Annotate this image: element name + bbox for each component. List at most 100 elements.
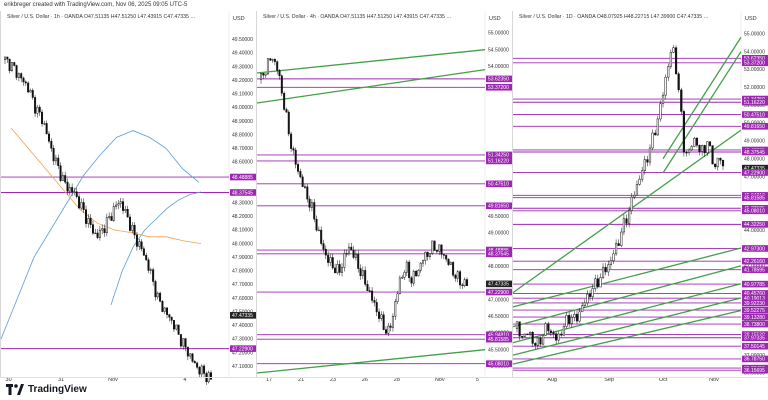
level-price-tag[interactable] xyxy=(742,313,768,321)
level-price-tag[interactable] xyxy=(486,360,512,367)
candle-body xyxy=(163,307,166,312)
level-price-tag[interactable] xyxy=(742,221,768,228)
trend-line[interactable] xyxy=(512,265,742,328)
price-tag-label: 48.37545 xyxy=(232,190,253,196)
candle-body xyxy=(544,323,547,336)
level-price-tag[interactable] xyxy=(742,111,768,118)
level-price-tag[interactable] xyxy=(486,83,512,91)
time-axis-label: 21 xyxy=(298,377,305,383)
price-tick-label: 55.00000 xyxy=(488,31,509,37)
level-price-tag[interactable] xyxy=(742,334,768,342)
price-chart[interactable]: 55.00000 54.50000 54.00000 49.50000 49.00000… xyxy=(256,11,513,377)
level-price-tag[interactable] xyxy=(486,157,512,165)
price-tick-label: 45.50000 xyxy=(488,347,509,353)
trend-line[interactable] xyxy=(512,283,742,344)
level-price-tag[interactable] xyxy=(742,355,768,363)
candle-body xyxy=(651,132,654,149)
level-price-tag[interactable] xyxy=(230,345,256,352)
level-price-tag[interactable] xyxy=(486,246,512,254)
chart-panel-1h[interactable]: Silver / U.S. Dollar · 1h · OANDA O47.51… xyxy=(0,11,257,385)
trend-line[interactable] xyxy=(512,309,742,365)
tradingview-logo[interactable]: TradingView xyxy=(6,384,87,395)
candle-body xyxy=(66,181,69,192)
candle-body xyxy=(612,253,615,261)
level-price-tag[interactable] xyxy=(486,250,512,258)
trend-line[interactable] xyxy=(256,49,486,74)
level-price-tag[interactable] xyxy=(742,245,768,252)
level-price-tag[interactable] xyxy=(486,331,512,339)
level-price-tag[interactable] xyxy=(742,290,768,297)
candle-body xyxy=(98,229,101,238)
price-tick-label: 47.60000 xyxy=(232,296,253,302)
candle-body xyxy=(677,73,680,91)
level-price-tag[interactable] xyxy=(742,266,768,273)
candle-body xyxy=(656,118,659,136)
candle-body xyxy=(442,254,445,256)
level-price-tag[interactable] xyxy=(742,122,768,130)
level-price-tag[interactable] xyxy=(742,194,768,202)
level-price-tag[interactable] xyxy=(230,173,256,181)
candle-body xyxy=(680,89,683,112)
candle-body xyxy=(119,201,122,204)
trend-line[interactable] xyxy=(662,36,742,160)
trend-line[interactable] xyxy=(662,51,742,174)
candle-body xyxy=(391,316,394,328)
level-price-tag[interactable] xyxy=(742,148,768,156)
level-price-tag[interactable] xyxy=(486,75,512,83)
candle-body xyxy=(117,203,120,206)
candle-body xyxy=(61,175,64,181)
candle-body xyxy=(177,324,180,335)
trend-line[interactable] xyxy=(512,247,742,308)
candle-body xyxy=(175,324,178,330)
candle-body xyxy=(260,73,262,80)
level-price-tag[interactable] xyxy=(486,202,512,210)
price-tick-label: 48.80000 xyxy=(232,132,253,138)
candle-body xyxy=(549,330,552,333)
current-price-tag[interactable] xyxy=(742,164,768,172)
level-price-tag[interactable] xyxy=(742,342,768,350)
candle-body xyxy=(667,66,670,78)
level-price-tag[interactable] xyxy=(742,169,768,176)
candle-body xyxy=(706,141,709,154)
level-price-tag[interactable] xyxy=(742,299,768,307)
price-chart[interactable]: 55.00000 54.00000 53.00000 52.00000 51.00000… xyxy=(512,11,768,377)
price-chart[interactable]: 49.50000 49.40000 49.30000 49.20000 49.10000… xyxy=(0,11,257,385)
trend-line[interactable] xyxy=(512,297,742,356)
level-price-tag[interactable] xyxy=(742,366,768,374)
level-price-tag[interactable] xyxy=(742,59,768,67)
level-price-tag[interactable] xyxy=(486,151,512,159)
trend-line[interactable] xyxy=(256,69,486,104)
price-tag-label: 40.19013 xyxy=(744,296,765,302)
candle-body xyxy=(459,271,462,286)
trend-line[interactable] xyxy=(512,129,742,294)
candle-body xyxy=(521,335,524,338)
current-price-tag[interactable] xyxy=(486,280,512,288)
level-price-tag[interactable] xyxy=(742,294,768,302)
chart-panel-1d[interactable]: Silver / U.S. Dollar · 1D · OANDA O48.07… xyxy=(512,11,768,383)
level-price-tag[interactable] xyxy=(742,54,768,62)
price-tag-label: 51.34250 xyxy=(488,153,509,159)
level-price-tag[interactable] xyxy=(486,288,512,296)
price-tag-label: 40.45760 xyxy=(744,291,765,297)
price-tick-label: 47.90000 xyxy=(232,255,253,261)
price-tick-label: 48.20000 xyxy=(232,214,253,220)
candle-body xyxy=(368,290,371,292)
level-price-tag[interactable] xyxy=(486,180,512,188)
level-price-tag[interactable] xyxy=(486,335,512,343)
level-price-tag[interactable] xyxy=(742,320,768,328)
chart-panel-4h[interactable]: Silver / U.S. Dollar · 4h · OANDA O47.51… xyxy=(256,11,513,383)
level-price-tag[interactable] xyxy=(742,280,768,288)
candle-body xyxy=(75,191,78,197)
level-price-tag[interactable] xyxy=(742,207,768,215)
level-price-tag[interactable] xyxy=(742,306,768,314)
level-price-tag[interactable] xyxy=(742,98,768,106)
level-price-tag[interactable] xyxy=(230,189,256,196)
current-price-tag[interactable] xyxy=(230,312,256,319)
price-tick-label: 49.30000 xyxy=(232,64,253,70)
candle-body xyxy=(523,333,526,337)
price-tick-label: 48.00000 xyxy=(744,156,765,162)
price-tick-label: 47.00000 xyxy=(488,297,509,303)
candle-body xyxy=(672,47,675,53)
trend-line[interactable] xyxy=(256,349,486,374)
level-price-tag[interactable] xyxy=(742,257,768,265)
